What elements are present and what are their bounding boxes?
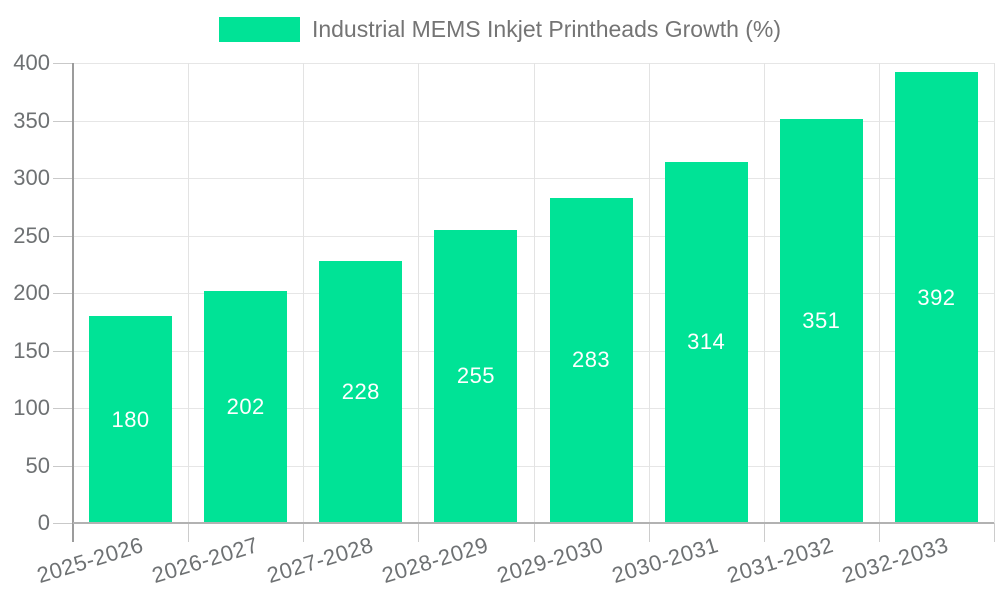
y-axis-label: 400: [13, 50, 50, 75]
y-axis-tick: [53, 178, 73, 179]
y-axis-tick: [53, 408, 73, 409]
y-axis-tick: [53, 120, 73, 122]
y-axis-label: 50: [25, 452, 50, 478]
gridline-vertical: [648, 63, 650, 523]
x-axis-tick: [878, 523, 880, 542]
x-axis-tick: [994, 523, 995, 542]
legend-swatch: [218, 17, 300, 42]
x-axis-tick: [533, 523, 535, 542]
y-axis-tick: [53, 235, 73, 237]
legend-label: Industrial MEMS Inkjet Printheads Growth…: [311, 16, 782, 42]
bar[interactable]: 351: [779, 119, 863, 523]
y-axis-label: 100: [13, 395, 50, 420]
bar-value-label: 228: [341, 378, 380, 404]
bar-value-label: 180: [111, 406, 150, 432]
gridline-vertical: [533, 63, 535, 523]
bar-value-label: 314: [687, 329, 726, 355]
x-axis-tick: [648, 523, 650, 542]
y-axis-label: 150: [13, 337, 50, 363]
bar-value-label: 202: [226, 393, 265, 419]
bar[interactable]: 255: [434, 229, 518, 523]
y-axis-tick: [53, 350, 73, 352]
bar[interactable]: 202: [204, 290, 288, 523]
x-axis-tick: [303, 523, 305, 542]
bar[interactable]: 228: [319, 260, 403, 523]
y-axis-label: 350: [13, 107, 50, 133]
bar-value-label: 283: [571, 347, 611, 373]
y-axis-tick: [53, 63, 73, 64]
gridline-vertical: [188, 63, 190, 523]
bar-value-label: 392: [917, 284, 956, 310]
bar[interactable]: 180: [89, 316, 173, 523]
y-axis-label: 250: [13, 222, 50, 248]
y-axis-line: [72, 63, 74, 542]
bar-value-label: 351: [802, 308, 841, 334]
y-axis-label: 200: [13, 280, 50, 305]
y-axis-label: 0: [37, 510, 50, 535]
y-axis-tick: [53, 523, 73, 524]
bar[interactable]: 314: [664, 161, 748, 523]
x-axis-tick: [418, 523, 420, 542]
y-axis-label: 300: [13, 165, 50, 190]
gridline-vertical: [763, 63, 765, 523]
legend[interactable]: Industrial MEMS Inkjet Printheads Growth…: [0, 16, 1000, 43]
y-axis-tick: [53, 293, 73, 294]
gridline-vertical: [303, 63, 305, 523]
y-axis-tick: [53, 465, 73, 467]
x-axis-line: [73, 522, 994, 524]
bar[interactable]: 283: [549, 197, 633, 523]
gridline-vertical: [418, 63, 420, 523]
bar[interactable]: 392: [894, 72, 978, 523]
x-axis-tick: [188, 523, 190, 542]
bar-value-label: 255: [456, 363, 496, 389]
x-axis-tick: [763, 523, 765, 542]
gridline-vertical: [994, 63, 995, 523]
gridline-vertical: [878, 63, 880, 523]
